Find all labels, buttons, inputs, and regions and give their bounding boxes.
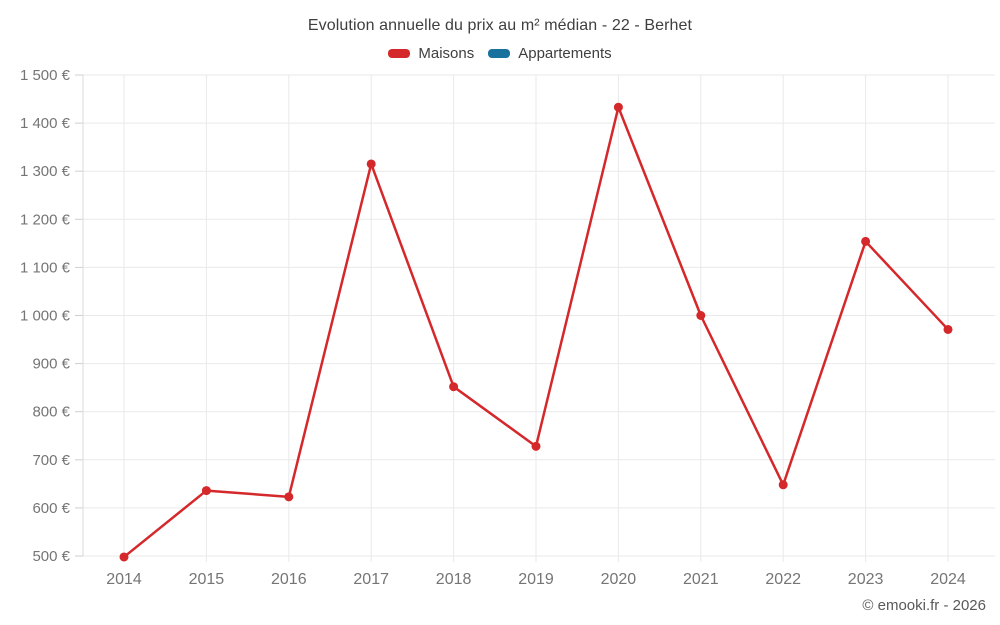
y-axis-tick-label: 1 400 € — [20, 115, 71, 132]
x-axis-tick-label: 2021 — [683, 571, 719, 588]
y-axis-tick-label: 1 000 € — [20, 308, 71, 325]
legend: Maisons Appartements — [0, 45, 1000, 62]
y-axis-tick-label: 900 € — [32, 356, 70, 373]
x-axis-tick-label: 2020 — [601, 571, 637, 588]
x-axis-tick-label: 2022 — [765, 571, 801, 588]
data-point-maisons[interactable] — [696, 311, 706, 320]
y-axis-tick-label: 1 500 € — [20, 67, 71, 84]
y-axis-tick-label: 700 € — [32, 452, 70, 469]
x-axis-tick-label: 2018 — [436, 571, 472, 588]
y-axis-tick-label: 800 € — [32, 404, 70, 421]
x-axis-tick-label: 2014 — [106, 571, 142, 588]
data-point-maisons[interactable] — [613, 102, 623, 112]
data-point-maisons[interactable] — [861, 236, 871, 246]
data-point-maisons[interactable] — [201, 486, 211, 496]
x-axis-tick-label: 2019 — [518, 571, 554, 588]
legend-item-maisons[interactable]: Maisons — [388, 45, 474, 62]
y-axis-tick-label: 1 100 € — [20, 259, 71, 276]
y-axis-tick-label: 600 € — [32, 500, 70, 517]
x-axis-tick-label: 2016 — [271, 571, 307, 588]
appartements-series-swatch-icon — [488, 49, 511, 58]
legend-item-appartements[interactable]: Appartements — [488, 45, 612, 62]
maisons-series-swatch-icon — [388, 49, 411, 58]
data-point-maisons[interactable] — [943, 324, 953, 334]
x-axis-tick-label: 2024 — [930, 571, 966, 588]
chart-title: Evolution annuelle du prix au m² médian … — [307, 17, 693, 34]
x-axis-tick-label: 2015 — [189, 571, 225, 588]
y-axis-tick-label: 1 300 € — [20, 163, 71, 180]
data-point-maisons[interactable] — [778, 480, 788, 490]
copyright-footer: © emooki.fr - 2026 — [862, 597, 986, 614]
data-point-maisons[interactable] — [449, 382, 459, 392]
legend-label-appartements: Appartements — [518, 45, 612, 62]
data-point-maisons[interactable] — [119, 552, 129, 562]
x-axis-tick-label: 2023 — [848, 571, 884, 588]
data-point-maisons[interactable] — [366, 159, 376, 169]
legend-label-maisons: Maisons — [418, 45, 475, 62]
x-axis-tick-label: 2017 — [353, 571, 389, 588]
y-axis-tick-label: 500 € — [32, 548, 70, 565]
data-point-maisons[interactable] — [284, 492, 294, 502]
data-point-maisons[interactable] — [531, 441, 541, 451]
y-axis-tick-label: 1 200 € — [20, 211, 71, 228]
